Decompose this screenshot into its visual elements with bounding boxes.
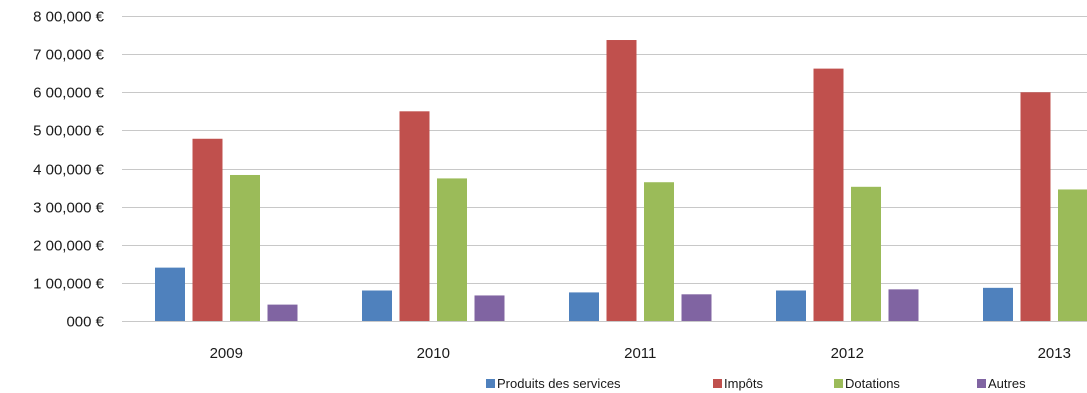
gridlines <box>122 16 1087 322</box>
bar-2009-produits-des-services <box>155 267 185 321</box>
legend: Produits des services Impôts Dotations Autr… <box>486 376 1026 391</box>
bar-2010-produits-des-services <box>362 290 392 321</box>
bar-2011-autres <box>681 294 712 321</box>
bar-2013-imp-ts <box>1020 92 1051 321</box>
bar-2013-produits-des-services <box>983 287 1013 321</box>
bar-2012-dotations <box>851 186 881 321</box>
bar-2009-dotations <box>230 174 260 321</box>
legend-swatch <box>834 379 843 388</box>
x-category-label: 2010 <box>417 345 450 362</box>
x-category-label: 2011 <box>624 345 656 362</box>
legend-label: Dotations <box>845 376 900 391</box>
bar-2011-produits-des-services <box>569 292 599 321</box>
bar-2010-imp-ts <box>399 111 430 321</box>
legend-swatch <box>486 379 495 388</box>
y-tick-label: 000 € <box>66 314 104 331</box>
y-tick-label: 7 00,000 € <box>33 47 105 64</box>
y-tick-label: 1 00,000 € <box>33 276 105 293</box>
bar-2011-imp-ts <box>606 40 637 322</box>
bar-2011-dotations <box>644 182 674 321</box>
bar-2012-imp-ts <box>813 68 844 321</box>
legend-label: Impôts <box>724 376 764 391</box>
y-tick-label: 3 00,000 € <box>33 200 105 217</box>
y-tick-label: 6 00,000 € <box>33 85 105 102</box>
legend-swatch <box>977 379 986 388</box>
bar-2009-autres <box>267 304 298 321</box>
x-category-label: 2013 <box>1038 345 1071 362</box>
bar-2013-dotations <box>1058 189 1087 321</box>
legend-swatch <box>713 379 722 388</box>
bar-2010-dotations <box>437 178 467 321</box>
bar-2012-produits-des-services <box>776 290 806 321</box>
legend-label: Produits des services <box>497 376 621 391</box>
y-tick-label: 8 00,000 € <box>33 9 105 26</box>
x-category-label: 2012 <box>831 345 864 362</box>
bar-2009-imp-ts <box>192 138 223 321</box>
x-axis-category-labels: 2009 2010 2011 2012 2013 <box>210 345 1071 362</box>
y-axis-tick-labels: 000 € 1 00,000 € 2 00,000 € 3 00,000 € 4 00,… <box>33 9 105 331</box>
bar-2012-autres <box>888 289 919 321</box>
bars <box>155 40 1087 322</box>
y-tick-label: 5 00,000 € <box>33 123 105 140</box>
y-tick-label: 2 00,000 € <box>33 238 105 255</box>
legend-label: Autres <box>988 376 1026 391</box>
bar-2010-autres <box>474 295 505 321</box>
x-category-label: 2009 <box>210 345 243 362</box>
y-tick-label: 4 00,000 € <box>33 162 105 179</box>
